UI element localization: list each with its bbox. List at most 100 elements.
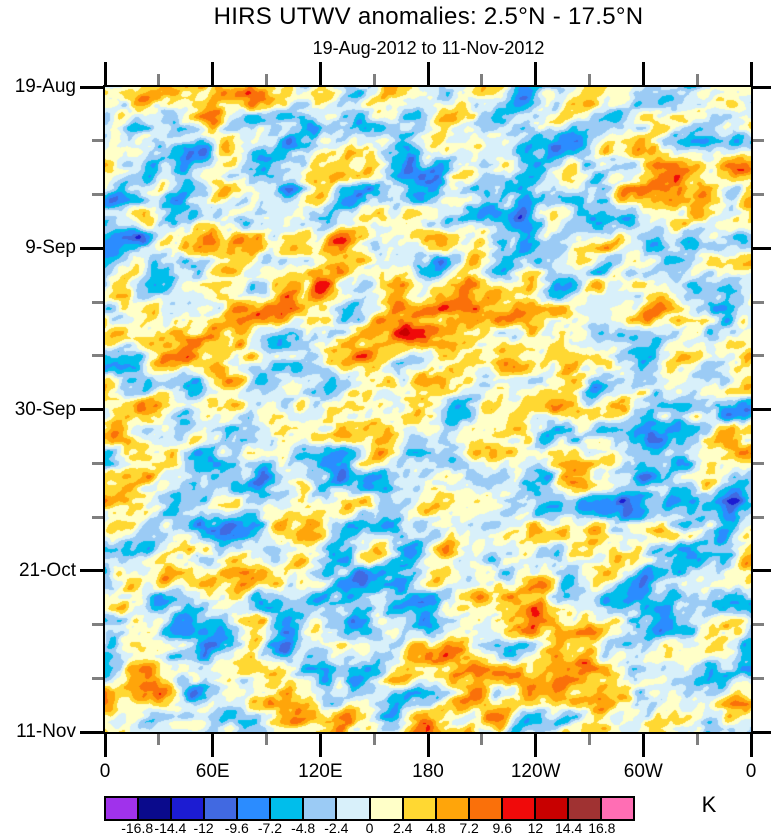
y-minor-tick [92,515,103,519]
colorbar-tick-label: 4.8 [426,820,446,834]
y-minor-tick-right [753,139,764,143]
y-major-tick-right [753,408,771,411]
y-minor-tick-right [753,461,764,465]
y-minor-tick-right [753,300,764,304]
x-major-tick-top [426,62,430,85]
colorbar-tick-label: -12 [193,820,214,834]
x-minor-tick [265,734,268,745]
x-major-tick [426,734,430,757]
colorbar-segment [337,798,369,819]
y-axis-tick-label: 11-Nov [16,721,76,742]
contour-field-canvas [105,87,751,732]
colorbar-tick-label: 0 [365,820,374,834]
colorbar-tick-label: -4.8 [291,820,316,834]
y-axis-tick-label: 9-Sep [25,237,76,259]
chart-subtitle: 19-Aug-2012 to 11-Nov-2012 [312,38,545,58]
x-minor-tick [480,734,484,745]
x-axis-tick-label: 120W [510,761,561,782]
colorbar-tick-label: 14.4 [555,820,583,834]
x-minor-tick [372,734,376,745]
y-minor-tick-right [753,676,764,680]
x-major-tick [318,734,322,757]
y-minor-tick [92,623,103,626]
colorbar-segment [601,798,633,819]
colorbar-tick-label: -9.6 [224,820,249,834]
y-minor-tick-right [753,515,764,519]
y-axis-tick-label: 21-Oct [18,559,76,581]
colorbar-segment [271,798,303,819]
y-major-tick [80,569,103,573]
x-minor-tick [695,734,699,745]
colorbar-segment [139,798,171,819]
colorbar-tick-label: -14.4 [154,820,187,834]
x-minor-tick-top [157,74,161,85]
x-axis-tick-label: 0 [99,761,111,782]
colorbar-segment [304,798,336,819]
y-axis-tick-label: 19-Aug [14,76,76,97]
colorbar-tick-label: 16.8 [588,820,616,834]
colorbar-segment [535,798,567,819]
y-major-tick-right [753,569,771,573]
y-minor-tick [92,461,103,465]
y-minor-tick [92,354,103,358]
x-major-tick [534,734,538,757]
x-axis-tick-label: 0 [745,761,757,782]
colorbar-segment [502,798,534,819]
y-major-tick [80,730,103,734]
x-major-tick [641,734,645,757]
colorbar [104,796,635,821]
x-minor-tick [588,734,591,745]
y-minor-tick [92,676,103,680]
x-major-tick-top [641,62,645,85]
x-major-tick-top [211,62,215,85]
colorbar-segment [469,798,501,819]
x-axis-tick-label: 60E [195,761,230,782]
x-axis-tick-label: 60W [623,761,663,782]
x-major-tick-top [318,62,322,85]
y-major-tick [80,246,103,250]
colorbar-tick-label: 12 [527,820,544,834]
colorbar-segment [205,798,237,819]
y-major-tick-right [753,246,771,250]
y-minor-tick-right [753,354,764,358]
y-major-tick [80,85,103,89]
y-major-tick [80,408,103,411]
x-minor-tick-top [480,74,484,85]
plot-area [103,85,753,734]
colorbar-tick-label: -16.8 [121,820,154,834]
y-minor-tick [92,139,103,143]
x-major-tick [749,734,753,757]
colorbar-segment [238,798,270,819]
y-major-tick-right [753,85,771,89]
x-major-tick-top [103,62,107,85]
x-minor-tick-top [265,74,268,85]
colorbar-tick-label: -7.2 [257,820,282,834]
x-axis-tick-label: 120E [298,761,343,782]
y-minor-tick [92,300,103,304]
x-minor-tick [157,734,161,745]
x-minor-tick-top [372,74,376,85]
colorbar-units-label: K [701,792,717,817]
colorbar-tick-label: 9.6 [492,820,512,834]
y-major-tick-right [753,730,771,734]
colorbar-segment [106,798,138,819]
x-major-tick-top [749,62,753,85]
x-major-tick-top [534,62,538,85]
x-major-tick [103,734,107,757]
y-minor-tick-right [753,623,764,626]
colorbar-segment [568,798,600,819]
chart-title: HIRS UTWV anomalies: 2.5°N - 17.5°N [213,3,644,30]
x-minor-tick-top [695,74,699,85]
colorbar-segment [403,798,435,819]
colorbar-tick-label: 7.2 [459,820,479,834]
y-axis-tick-label: 30-Sep [14,398,76,420]
x-minor-tick-top [588,74,591,85]
y-minor-tick [92,193,103,196]
x-axis-tick-label: 180 [412,761,444,782]
colorbar-tick-label: 2.4 [392,820,413,834]
y-minor-tick-right [753,193,764,196]
colorbar-tick-label: -2.4 [324,820,349,834]
colorbar-segment [370,798,402,819]
colorbar-segment [436,798,468,819]
